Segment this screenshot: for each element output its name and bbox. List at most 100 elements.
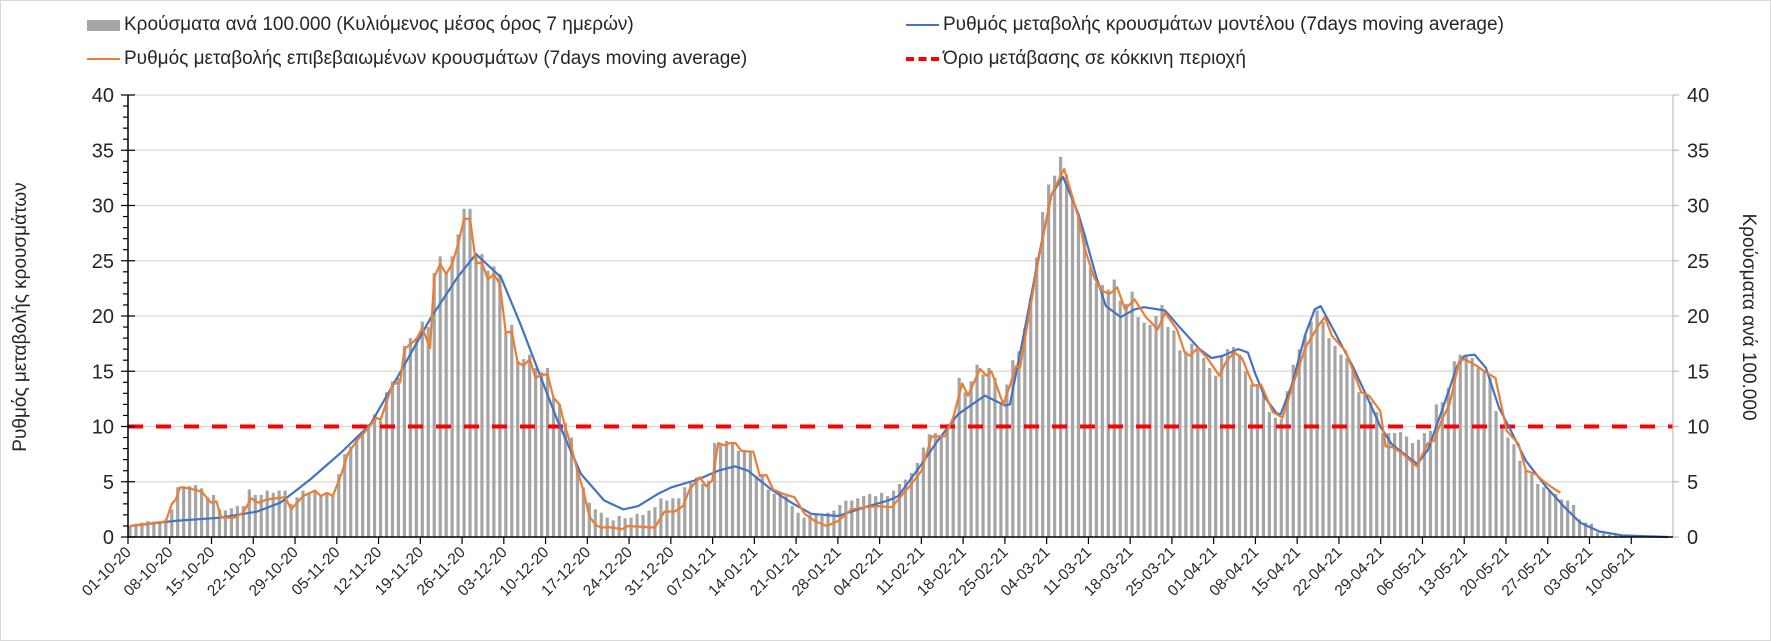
bar	[718, 444, 723, 537]
bar	[1333, 345, 1337, 537]
bar	[951, 420, 955, 537]
bar	[724, 440, 729, 537]
legend-item-cases: Κρούσματα ανά 100.000 (Κυλιόμενος μέσος …	[87, 14, 634, 36]
bar	[1041, 212, 1045, 537]
bar	[856, 498, 860, 537]
bar	[701, 483, 705, 537]
bar	[551, 397, 556, 537]
bar	[772, 493, 776, 537]
bar	[915, 462, 920, 537]
bar	[462, 208, 466, 537]
bar	[1118, 300, 1122, 537]
bar	[390, 381, 395, 537]
bar	[1363, 392, 1367, 537]
bar	[1023, 328, 1027, 537]
bar	[1249, 384, 1254, 537]
bar	[140, 522, 144, 537]
bar	[414, 338, 418, 537]
bar	[683, 487, 687, 537]
y-axis-title-left: Ρυθμός μεταβολής κρουσμάτων	[10, 182, 31, 452]
bar	[426, 327, 430, 537]
bar	[927, 434, 931, 537]
bar	[253, 495, 257, 537]
bar	[1130, 291, 1134, 537]
bar	[808, 514, 812, 537]
bar	[1315, 310, 1319, 537]
bar	[1440, 402, 1444, 537]
y-tick-label-left: 40	[92, 85, 114, 107]
bar	[742, 450, 747, 537]
bar	[367, 424, 371, 537]
bar	[563, 423, 568, 537]
bar	[534, 367, 538, 537]
bar	[969, 381, 973, 537]
bar	[146, 520, 150, 537]
bar	[1231, 346, 1236, 537]
bar	[1452, 361, 1456, 537]
y-tick-label-left: 10	[92, 417, 114, 439]
bar	[1076, 217, 1081, 537]
bar	[199, 488, 204, 537]
bar	[229, 508, 234, 537]
bar	[1416, 439, 1421, 537]
bar	[1142, 322, 1146, 537]
bar	[1476, 367, 1480, 537]
bar	[707, 480, 711, 537]
y-tick-label-left: 25	[92, 251, 114, 273]
bar	[474, 254, 478, 537]
bar	[217, 509, 222, 537]
bar	[1202, 357, 1206, 537]
bar	[1422, 433, 1427, 537]
bar	[355, 437, 359, 537]
bar	[1160, 304, 1164, 537]
bar	[850, 500, 854, 537]
legend-swatch-red-dash	[906, 57, 939, 61]
bar	[838, 504, 842, 537]
bar	[301, 490, 305, 537]
bar	[1190, 343, 1194, 537]
legend-label-threshold: Όριο μετάβασης σε κόκκινη περιοχή	[943, 48, 1246, 69]
bar	[492, 266, 496, 537]
bar	[820, 516, 824, 537]
bar	[987, 367, 991, 537]
bar	[1261, 391, 1265, 537]
legend-swatch-bars	[87, 19, 120, 31]
bar	[748, 451, 752, 537]
bar	[671, 498, 675, 537]
bar	[963, 392, 967, 537]
bar	[862, 496, 866, 537]
bar	[152, 521, 156, 537]
bar	[522, 359, 526, 537]
bar	[575, 467, 579, 537]
bar	[1375, 412, 1379, 537]
bar	[975, 364, 979, 537]
bar	[164, 519, 168, 537]
legend-label-model: Ρυθμός μεταβολής κρουσμάτων μοντέλου (7d…	[943, 14, 1504, 35]
bar	[182, 486, 186, 537]
bar	[1488, 377, 1492, 537]
bar	[265, 490, 269, 537]
bar	[540, 372, 544, 537]
bar	[1351, 371, 1355, 537]
bar	[1243, 371, 1248, 537]
bar	[1154, 316, 1158, 537]
bar	[796, 512, 800, 537]
bar	[790, 506, 794, 537]
legend-swatch-orange-line	[87, 58, 120, 60]
bar	[754, 476, 758, 537]
bar	[1589, 523, 1594, 537]
bar	[1566, 500, 1570, 537]
bar	[408, 338, 412, 537]
bar	[1011, 360, 1015, 537]
legend-item-threshold: Όριο μετάβασης σε κόκκινη περιοχή	[906, 48, 1246, 70]
bar	[1321, 321, 1325, 537]
bar	[1100, 285, 1104, 537]
bar	[1393, 433, 1397, 537]
bar	[372, 414, 377, 537]
bar	[587, 502, 591, 537]
bar	[665, 500, 669, 537]
bar	[730, 443, 735, 537]
bar	[1208, 367, 1212, 537]
bar	[885, 496, 890, 537]
